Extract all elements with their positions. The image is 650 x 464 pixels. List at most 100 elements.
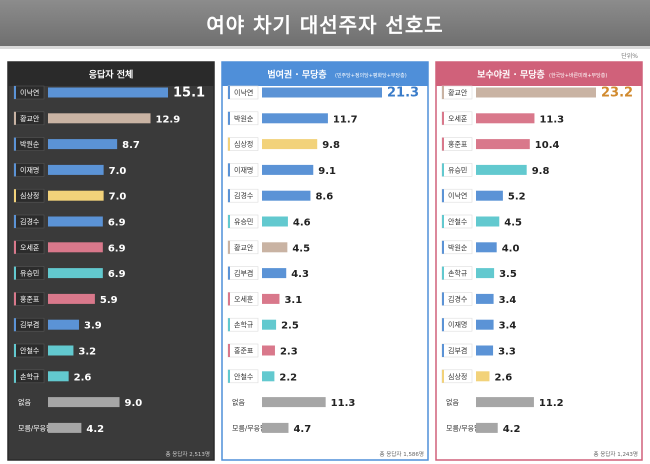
bar [262, 87, 382, 98]
bar [262, 319, 277, 330]
candidate-label-marker [442, 292, 444, 306]
candidate-label: 심상정 [448, 372, 467, 381]
bar [262, 113, 328, 124]
value-label: 4.5 [292, 243, 310, 254]
candidate-label: 박원순 [448, 243, 468, 252]
candidate-label: 심상정 [234, 140, 253, 149]
value-label: 9.8 [322, 140, 340, 151]
candidate-label-marker [228, 86, 230, 99]
bar [48, 190, 104, 201]
candidate-label-marker [442, 111, 444, 125]
value-label: 4.0 [502, 243, 520, 254]
candidate-label: 김부겸 [448, 347, 467, 355]
candidate-label: 없음 [18, 399, 31, 407]
panel-subtitle: (한국당+바른미래+무당층) [549, 72, 607, 79]
value-label: 2.3 [280, 347, 298, 358]
value-label: 4.6 [293, 218, 311, 229]
bar [262, 371, 275, 382]
candidate-label-marker [228, 344, 230, 357]
candidate-label: 황교안 [234, 243, 254, 252]
value-label: 8.7 [122, 140, 140, 151]
value-label: 3.1 [284, 295, 302, 306]
value-label: 15.1 [173, 86, 205, 101]
bar [476, 268, 495, 279]
candidate-label-marker [442, 266, 444, 280]
candidate-label-marker [442, 189, 444, 203]
candidate-label: 이재명 [448, 320, 467, 329]
bar [48, 139, 118, 150]
candidate-label: 손학규 [234, 320, 254, 329]
bar [48, 293, 95, 304]
value-label: 2.2 [279, 372, 297, 383]
candidate-label: 손학규 [20, 372, 40, 381]
candidate-label-marker [442, 137, 444, 151]
panel-title: 보수야권 · 무당층 [477, 69, 545, 81]
value-label: 9.1 [318, 166, 336, 177]
bar [48, 87, 168, 98]
bar [476, 216, 500, 227]
value-label: 3.5 [499, 269, 517, 280]
bar [476, 113, 535, 124]
bar [262, 345, 275, 356]
candidate-label-marker [228, 369, 230, 383]
bar [48, 216, 103, 227]
value-label: 11.7 [333, 114, 358, 125]
candidate-label: 박원순 [234, 114, 254, 123]
panel-title: 응답자 전체 [89, 69, 134, 81]
candidate-label: 없음 [446, 399, 459, 407]
candidate-label-marker [442, 344, 444, 357]
value-label: 4.2 [503, 424, 521, 435]
value-label: 4.2 [86, 424, 104, 435]
bar [262, 190, 311, 201]
candidate-label-marker [442, 240, 444, 254]
value-label: 23.2 [601, 86, 633, 101]
candidate-label: 김부겸 [234, 270, 253, 278]
candidate-label-marker [442, 215, 444, 228]
value-label: 3.3 [498, 347, 516, 358]
bar [476, 164, 527, 175]
candidate-label-marker [14, 318, 16, 332]
candidate-label-marker [442, 86, 444, 99]
candidate-label-marker [228, 215, 230, 228]
bar [476, 371, 490, 382]
respondent-count: 총 응답자 1,586명 [379, 450, 424, 458]
unit-note: 단위% [621, 53, 638, 60]
value-label: 11.3 [331, 398, 356, 409]
panel-header-3 [436, 62, 642, 86]
bar [262, 422, 289, 433]
bar [262, 268, 287, 279]
candidate-label-marker [14, 215, 16, 228]
bar [48, 268, 103, 279]
panel-header-2 [222, 62, 428, 86]
candidate-label: 유승민 [234, 217, 253, 226]
candidate-label: 홍준표 [20, 294, 40, 303]
candidate-label-marker [228, 163, 230, 177]
bar [476, 422, 498, 433]
value-label: 6.9 [108, 218, 126, 229]
candidate-label: 오세훈 [234, 294, 254, 303]
candidate-label: 안철수 [20, 346, 40, 355]
candidate-label: 홍준표 [234, 346, 254, 355]
bar [476, 87, 596, 98]
value-label: 9.0 [125, 398, 143, 409]
bar [262, 139, 318, 150]
bar [262, 164, 314, 175]
value-label: 2.5 [281, 321, 299, 332]
value-label: 11.3 [539, 114, 564, 125]
candidate-label-marker [228, 111, 230, 125]
title-bar: 여야 차기 대선주자 선호도 [0, 0, 650, 49]
value-label: 9.8 [532, 166, 550, 177]
bar [48, 371, 69, 382]
candidate-label: 이재명 [20, 165, 39, 174]
candidate-label: 홍준표 [448, 140, 468, 149]
value-label: 6.9 [108, 243, 126, 254]
panel-2 [221, 61, 429, 461]
value-label: 4.5 [504, 218, 522, 229]
candidate-label: 오세훈 [20, 243, 40, 252]
candidate-label-marker [14, 292, 16, 306]
bar [48, 397, 120, 408]
respondent-count: 총 응답자 2,513명 [165, 450, 210, 458]
candidate-label: 안철수 [448, 217, 468, 226]
panel-header-1 [8, 62, 214, 86]
